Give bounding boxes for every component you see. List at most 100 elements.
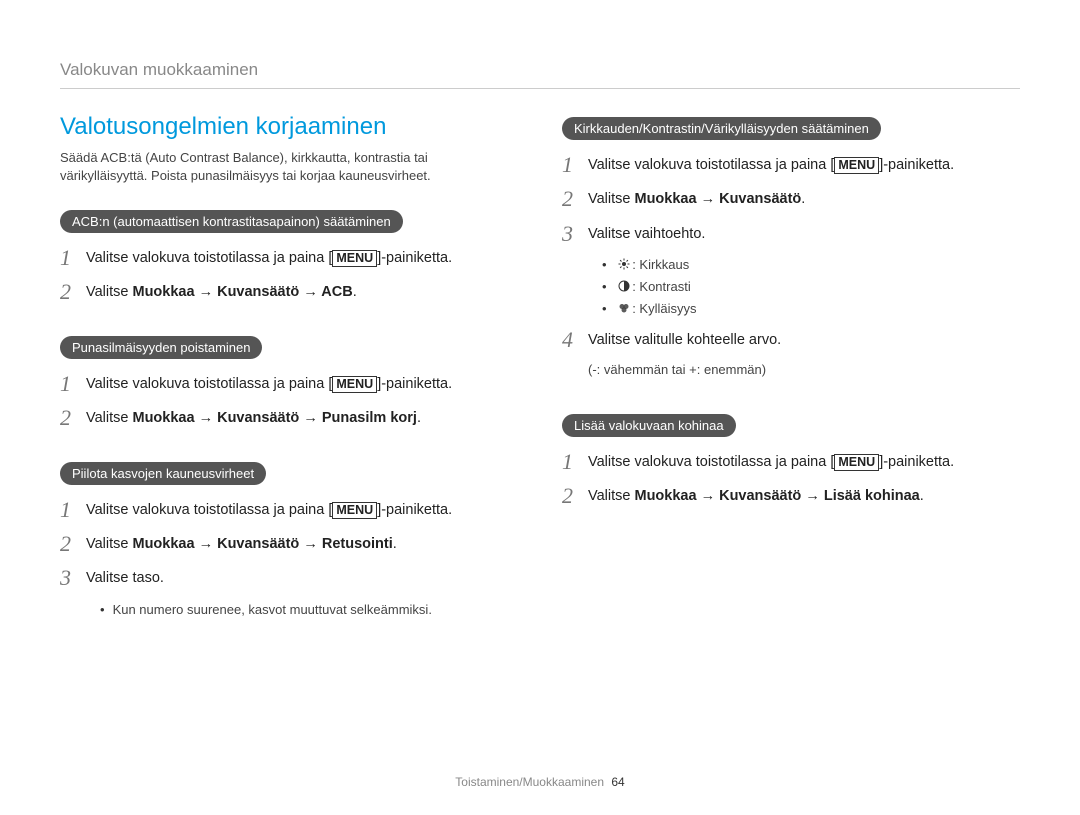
step-text-pre: Valitse (86, 284, 132, 300)
step-text-post: . (353, 284, 357, 300)
page-header: Valokuvan muokkaaminen (60, 60, 1020, 89)
step-text-pre: Valitse valokuva toistotilassa ja paina … (86, 250, 332, 266)
step-bold: Muokkaa → Kuvansäätö (634, 191, 801, 207)
step-number: 2 (562, 483, 588, 509)
step-text: Valitse Muokkaa → Kuvansäätö → ACB. (86, 279, 357, 303)
bullet-list: Kun numero suurenee, kasvot muuttuvat se… (100, 600, 518, 621)
step-text-pre: Valitse vaihtoehto. (588, 226, 705, 242)
spacer (562, 380, 1020, 408)
step-number: 3 (60, 565, 86, 591)
step-text-pre: Valitse (588, 191, 634, 207)
menu-button-label: MENU (834, 157, 879, 174)
saturation-icon (618, 300, 630, 321)
step-item: 1 Valitse valokuva toistotilassa ja pain… (562, 152, 1020, 178)
step-bold: Muokkaa → Kuvansäätö → ACB (132, 284, 352, 300)
step-text: Valitse taso. (86, 565, 164, 589)
step-text: Valitse valokuva toistotilassa ja paina … (86, 245, 452, 269)
step-text-post: ]-painiketta. (879, 454, 954, 470)
bullet-item: : Kirkkaus (602, 255, 1020, 277)
brightness-icon (618, 256, 630, 277)
step-text: Valitse valokuva toistotilassa ja paina … (86, 371, 452, 395)
step-number: 1 (60, 371, 86, 397)
step-bold: Muokkaa → Kuvansäätö → Punasilm korj (132, 410, 416, 426)
bullet-item: : Kontrasti (602, 277, 1020, 299)
step-text-pre: Valitse (86, 536, 132, 552)
right-column: Kirkkauden/Kontrastin/Värikylläisyyden s… (562, 113, 1020, 627)
step-item: 2 Valitse Muokkaa → Kuvansäätö → Retusoi… (60, 531, 518, 557)
step-item: 1 Valitse valokuva toistotilassa ja pain… (60, 245, 518, 271)
footer-section: Toistaminen/Muokkaaminen (455, 775, 604, 789)
step-text: Valitse valokuva toistotilassa ja paina … (588, 449, 954, 473)
step-text-pre: Valitse valitulle kohteelle arvo. (588, 332, 781, 348)
step-text-pre: Valitse (588, 488, 634, 504)
icon-bullet-list: : Kirkkaus : Kontrasti : Kylläisyys (602, 255, 1020, 320)
step-bold: Muokkaa → Kuvansäätö → Retusointi (132, 536, 392, 552)
step-text-post: ]-painiketta. (377, 502, 452, 518)
subsection-pill: Lisää valokuvaan kohinaa (562, 414, 736, 437)
step-text-post: . (393, 536, 397, 552)
step-number: 2 (562, 186, 588, 212)
bullet-label: : Kirkkaus (632, 257, 689, 272)
subsection-pill: Kirkkauden/Kontrastin/Värikylläisyyden s… (562, 117, 881, 140)
menu-button-label: MENU (332, 502, 377, 519)
step-item: 3 Valitse taso. (60, 565, 518, 591)
breadcrumb: Valokuvan muokkaaminen (60, 60, 258, 79)
steps-list: 1 Valitse valokuva toistotilassa ja pain… (562, 449, 1020, 510)
step-text: Valitse Muokkaa → Kuvansäätö. (588, 186, 805, 210)
bullet-item: : Kylläisyys (602, 299, 1020, 321)
steps-list: 1 Valitse valokuva toistotilassa ja pain… (60, 497, 518, 592)
step-item: 2 Valitse Muokkaa → Kuvansäätö → ACB. (60, 279, 518, 305)
step-text-post: ]-painiketta. (879, 157, 954, 173)
bullet-item: Kun numero suurenee, kasvot muuttuvat se… (100, 600, 518, 621)
step-text-pre: Valitse valokuva toistotilassa ja paina … (86, 376, 332, 392)
bullet-label: : Kontrasti (632, 279, 691, 294)
step-number: 1 (60, 245, 86, 271)
step-number: 2 (60, 279, 86, 305)
step-item: 1 Valitse valokuva toistotilassa ja pain… (60, 497, 518, 523)
step-item: 2 Valitse Muokkaa → Kuvansäätö → Lisää k… (562, 483, 1020, 509)
steps-list: 1 Valitse valokuva toistotilassa ja pain… (60, 371, 518, 432)
step-number: 3 (562, 221, 588, 247)
bullet-label: : Kylläisyys (632, 301, 696, 316)
steps-list: 1 Valitse valokuva toistotilassa ja pain… (60, 245, 518, 306)
section-title: Valotusongelmien korjaaminen (60, 113, 518, 141)
step-bold: Muokkaa → Kuvansäätö → Lisää kohinaa (634, 488, 919, 504)
step-item: 2 Valitse Muokkaa → Kuvansäätö → Punasil… (60, 405, 518, 431)
two-column-layout: Valotusongelmien korjaaminen Säädä ACB:t… (60, 113, 1020, 627)
left-column: Valotusongelmien korjaaminen Säädä ACB:t… (60, 113, 518, 627)
steps-list: 1 Valitse valokuva toistotilassa ja pain… (562, 152, 1020, 247)
step-text: Valitse vaihtoehto. (588, 221, 705, 245)
steps-list: 4 Valitse valitulle kohteelle arvo. (562, 327, 1020, 353)
contrast-icon (618, 278, 630, 299)
subsection-pill: Punasilmäisyyden poistaminen (60, 336, 262, 359)
step-text: Valitse Muokkaa → Kuvansäätö → Retusoint… (86, 531, 397, 555)
step-number: 1 (562, 449, 588, 475)
step-text-post: . (801, 191, 805, 207)
step-text-pre: Valitse taso. (86, 570, 164, 586)
menu-button-label: MENU (332, 376, 377, 393)
step-number: 4 (562, 327, 588, 353)
intro-text: Säädä ACB:tä (Auto Contrast Balance), ki… (60, 149, 518, 184)
step-text-post: . (920, 488, 924, 504)
menu-button-label: MENU (834, 454, 879, 471)
step-text-pre: Valitse valokuva toistotilassa ja paina … (86, 502, 332, 518)
step-text-pre: Valitse valokuva toistotilassa ja paina … (588, 157, 834, 173)
step-text: Valitse valitulle kohteelle arvo. (588, 327, 781, 351)
page: Valokuvan muokkaaminen Valotusongelmien … (0, 0, 1080, 815)
step-item: 1 Valitse valokuva toistotilassa ja pain… (60, 371, 518, 397)
step-text: Valitse valokuva toistotilassa ja paina … (86, 497, 452, 521)
step-text-post: . (417, 410, 421, 426)
step-number: 1 (60, 497, 86, 523)
menu-button-label: MENU (332, 250, 377, 267)
step-item: 1 Valitse valokuva toistotilassa ja pain… (562, 449, 1020, 475)
step-text: Valitse valokuva toistotilassa ja paina … (588, 152, 954, 176)
step-subnote: (-: vähemmän tai +: enemmän) (588, 361, 1020, 380)
page-footer: Toistaminen/Muokkaaminen 64 (0, 775, 1080, 789)
subsection-pill: Piilota kasvojen kauneusvirheet (60, 462, 266, 485)
page-number: 64 (611, 775, 624, 789)
step-text-post: ]-painiketta. (377, 250, 452, 266)
step-item: 2 Valitse Muokkaa → Kuvansäätö. (562, 186, 1020, 212)
step-text-pre: Valitse valokuva toistotilassa ja paina … (588, 454, 834, 470)
step-text-post: ]-painiketta. (377, 376, 452, 392)
step-item: 4 Valitse valitulle kohteelle arvo. (562, 327, 1020, 353)
